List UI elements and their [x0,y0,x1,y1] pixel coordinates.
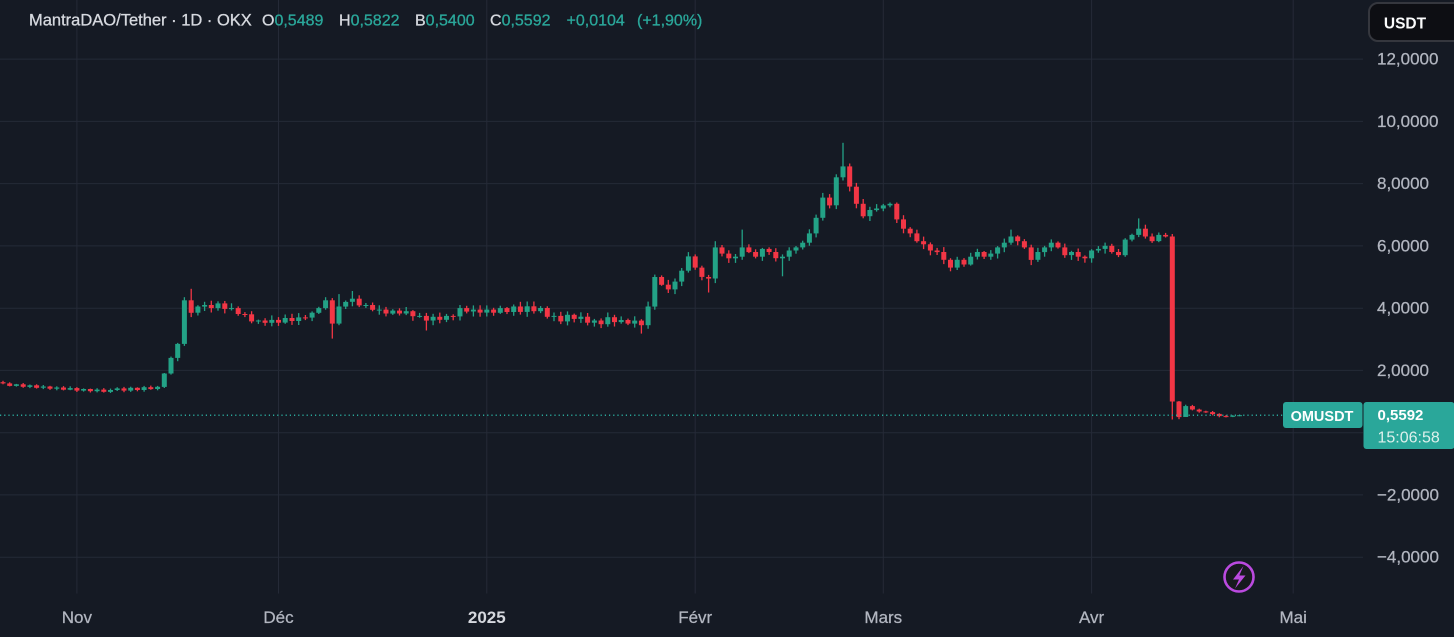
svg-text:0,5592: 0,5592 [1378,407,1424,424]
svg-text:12,0000: 12,0000 [1377,50,1438,69]
svg-text:(+1,90%): (+1,90%) [637,13,702,30]
svg-text:Déc: Déc [263,608,294,627]
svg-text:6,0000: 6,0000 [1377,236,1429,255]
svg-text:8,0000: 8,0000 [1377,174,1429,193]
svg-text:USDT: USDT [1384,16,1427,33]
svg-text:+0,0104: +0,0104 [567,13,625,30]
svg-text:Févr: Févr [678,608,712,627]
svg-text:Avr: Avr [1079,608,1105,627]
svg-text:4,0000: 4,0000 [1377,299,1429,318]
svg-text:Nov: Nov [62,608,93,627]
svg-text:2,0000: 2,0000 [1377,361,1429,380]
svg-text:15:06:58: 15:06:58 [1378,430,1440,447]
svg-text:H0,5822: H0,5822 [339,13,400,30]
svg-text:C0,5592: C0,5592 [490,13,551,30]
svg-text:Mai: Mai [1279,608,1306,627]
svg-text:O0,5489: O0,5489 [262,13,323,30]
svg-text:OMUSDT: OMUSDT [1291,409,1354,425]
svg-text:2025: 2025 [468,608,506,627]
svg-text:−2,0000: −2,0000 [1377,485,1439,504]
svg-text:Mars: Mars [864,608,902,627]
svg-text:10,0000: 10,0000 [1377,112,1438,131]
svg-text:−4,0000: −4,0000 [1377,548,1439,567]
svg-text:MantraDAO/Tether · 1D · OKX: MantraDAO/Tether · 1D · OKX [29,12,252,30]
svg-text:B0,5400: B0,5400 [415,13,475,30]
